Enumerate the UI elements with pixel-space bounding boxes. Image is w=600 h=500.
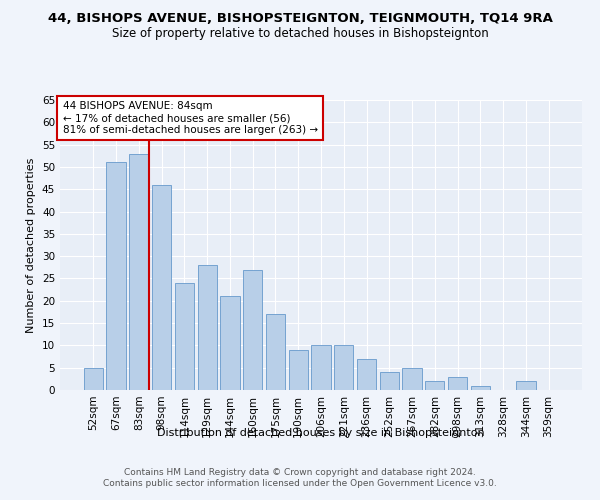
Bar	[357, 359, 376, 390]
Bar	[311, 346, 331, 390]
Text: 44, BISHOPS AVENUE, BISHOPSTEIGNTON, TEIGNMOUTH, TQ14 9RA: 44, BISHOPS AVENUE, BISHOPSTEIGNTON, TEI…	[47, 12, 553, 26]
Bar	[243, 270, 262, 390]
Text: Distribution of detached houses by size in Bishopsteignton: Distribution of detached houses by size …	[157, 428, 485, 438]
Bar	[197, 265, 217, 390]
Text: Size of property relative to detached houses in Bishopsteignton: Size of property relative to detached ho…	[112, 28, 488, 40]
Bar	[152, 185, 172, 390]
Bar	[516, 381, 536, 390]
Bar	[84, 368, 103, 390]
Bar	[380, 372, 399, 390]
Bar	[129, 154, 149, 390]
Bar	[470, 386, 490, 390]
Bar	[106, 162, 126, 390]
Bar	[289, 350, 308, 390]
Bar	[220, 296, 239, 390]
Bar	[334, 346, 353, 390]
Bar	[425, 381, 445, 390]
Bar	[175, 283, 194, 390]
Bar	[266, 314, 285, 390]
Text: Contains HM Land Registry data © Crown copyright and database right 2024.
Contai: Contains HM Land Registry data © Crown c…	[103, 468, 497, 487]
Text: 44 BISHOPS AVENUE: 84sqm
← 17% of detached houses are smaller (56)
81% of semi-d: 44 BISHOPS AVENUE: 84sqm ← 17% of detach…	[62, 102, 318, 134]
Bar	[403, 368, 422, 390]
Y-axis label: Number of detached properties: Number of detached properties	[26, 158, 37, 332]
Bar	[448, 376, 467, 390]
